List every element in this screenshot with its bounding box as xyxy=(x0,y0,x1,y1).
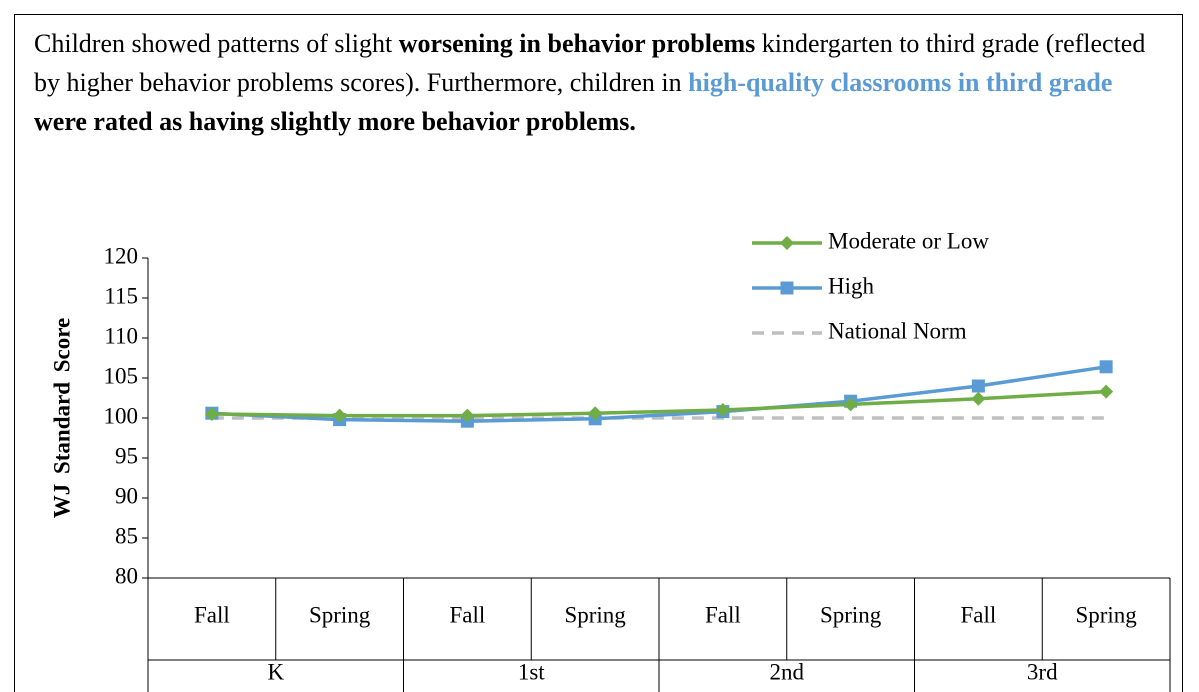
marker xyxy=(204,407,219,421)
text-segment: kindergarten to third grade (reflected b… xyxy=(34,29,1146,97)
marker xyxy=(1099,360,1113,374)
text-segment: worsening in behavior problems xyxy=(398,29,756,58)
legend-label: Moderate or Low xyxy=(828,228,989,253)
series-line xyxy=(211,365,1107,423)
marker xyxy=(460,408,475,423)
x-group-label: 3rd xyxy=(1027,659,1058,684)
x-tick-label: Fall xyxy=(194,602,230,627)
description: Children showed patterns of slight worse… xyxy=(34,24,1164,141)
x-tick-label: Spring xyxy=(820,602,882,627)
marker xyxy=(1099,384,1114,399)
legend-marker xyxy=(780,236,794,250)
frame xyxy=(14,14,1183,692)
x-group-label: 2nd xyxy=(770,659,805,684)
x-group-label: 1st xyxy=(518,659,545,684)
marker xyxy=(971,379,985,393)
y-tick-label: 85 xyxy=(115,523,138,548)
x-group-label: K xyxy=(267,659,284,684)
x-tick-label: Fall xyxy=(449,602,485,627)
y-tick-label: 95 xyxy=(115,443,138,468)
y-tick-label: 90 xyxy=(115,483,138,508)
y-tick-label: 105 xyxy=(104,363,139,388)
text-segment: high-quality classrooms in third grade xyxy=(688,68,1113,97)
marker xyxy=(588,406,603,421)
x-tick-label: Spring xyxy=(1075,602,1137,627)
x-tick-label: Spring xyxy=(309,602,371,627)
y-tick-label: 110 xyxy=(104,323,138,348)
marker xyxy=(332,408,347,423)
marker xyxy=(715,403,730,417)
x-tick-label: Fall xyxy=(705,602,741,627)
legend-label: High xyxy=(828,273,875,298)
text-segment: were rated as having slightly more behav… xyxy=(34,107,636,136)
text-segment: Children showed patterns of slight xyxy=(34,29,399,58)
y-tick-label: 80 xyxy=(115,563,138,588)
y-tick-label: 115 xyxy=(104,283,138,308)
marker xyxy=(971,391,986,406)
x-tick-label: Spring xyxy=(564,602,626,627)
legend-marker xyxy=(780,281,794,295)
y-axis-label: WJ Standard Score xyxy=(49,318,74,519)
legend-label: National Norm xyxy=(828,318,967,343)
marker xyxy=(843,397,858,412)
x-tick-label: Fall xyxy=(960,602,996,627)
series-line xyxy=(211,389,1107,418)
series xyxy=(204,384,1114,423)
y-tick-label: 100 xyxy=(104,403,139,428)
y-tick-label: 120 xyxy=(104,243,139,268)
